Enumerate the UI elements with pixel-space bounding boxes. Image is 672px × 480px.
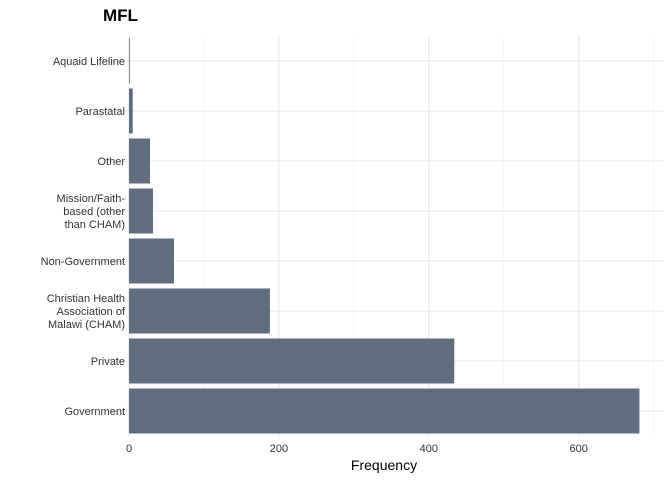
category-label-4: Mission/Faith-based (other than CHAM) <box>57 193 126 231</box>
bar-3 <box>129 238 174 284</box>
bar-6 <box>129 88 133 134</box>
category-label-2: Christian Health Association of Malawi (CH… <box>47 293 126 331</box>
x-tick-label: 600 <box>570 443 588 455</box>
bar-4 <box>129 188 153 234</box>
chart-title: MFL <box>103 6 138 25</box>
x-tick-labels: 0 200 400 600 <box>126 443 588 455</box>
category-label-5: Other <box>97 156 125 168</box>
x-tick-label: 400 <box>420 443 438 455</box>
bar-7 <box>129 38 130 84</box>
category-label-3: Non-Government <box>41 256 125 268</box>
bar-2 <box>129 288 270 334</box>
x-tick-label: 200 <box>270 443 288 455</box>
category-labels: Government Private Christian Health Associa… <box>41 56 126 418</box>
bar-layer <box>129 38 640 434</box>
x-axis-title: Frequency <box>351 457 417 473</box>
bar-1 <box>129 338 455 384</box>
x-tick-label: 0 <box>126 443 132 455</box>
bar-0 <box>129 388 640 434</box>
category-label-7: Aquaid Lifeline <box>53 56 125 68</box>
bar-5 <box>129 138 150 184</box>
category-label-6: Parastatal <box>75 106 125 118</box>
category-label-1: Private <box>91 356 125 368</box>
category-label-0: Government <box>64 406 125 418</box>
